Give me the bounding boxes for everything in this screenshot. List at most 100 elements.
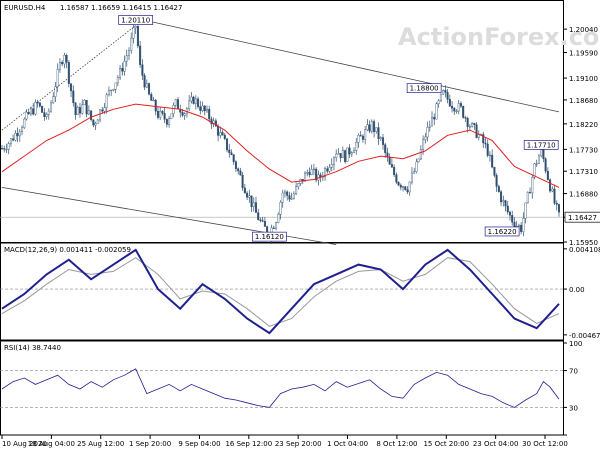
macd-y-tick-label: -0.004678 [569,332,600,340]
x-tick-label: 10 Aug 2020 [2,440,47,448]
candle-body [127,50,130,56]
candle-body [555,203,558,205]
candle-body [145,83,148,88]
candle-body [524,202,527,219]
candle-body [526,192,529,204]
price-annotation-label: 1.16120 [255,233,284,241]
x-tick-label: 9 Sep 04:00 [178,440,220,448]
candle-body [21,127,24,133]
candle-body [361,135,364,140]
candle-body [134,25,137,29]
candle-body [464,117,467,119]
candle-body [96,119,99,124]
x-tick-label: 1 Oct 04:00 [327,440,368,448]
candle-body [341,150,344,158]
candle-body [101,109,104,112]
candle-body [7,143,10,150]
candle-body [205,109,208,112]
macd-series-signal [1,257,560,327]
candle-body [183,113,186,116]
candle-body [346,147,349,162]
candle-body [419,149,422,160]
price-annotation-box [484,226,520,237]
rsi-title: RSI(14) 38.7440 [4,344,61,352]
candle-body [375,127,378,132]
candle-body [3,148,6,150]
candle-body [5,149,8,151]
candle-body [65,55,68,63]
candle-body [70,83,73,92]
candle-body [393,166,396,175]
candle-body [165,119,168,125]
candle-body [283,191,286,194]
candle-body [506,205,509,213]
price-annotation-box [406,83,442,94]
candle-body [54,86,57,97]
candle-body [275,222,278,229]
candle-body [50,102,53,112]
candle-body [29,108,32,115]
candle-body [408,181,411,193]
candle-body [502,200,505,203]
candle-body [136,25,139,47]
candle-body [377,127,380,139]
candle-body [522,218,525,232]
candle-body [154,99,157,112]
candle-body [364,129,367,140]
last-price-label: 1.16427 [568,214,597,222]
candle-body [14,133,17,141]
candle-body [324,168,327,178]
candle-body [199,106,202,111]
price-y-tick-label: 1.18220 [569,121,598,129]
candle-body [328,167,331,172]
trendline-upper-channel [135,17,560,113]
price-annotation-label: 1.18800 [410,85,439,93]
candle-body [558,204,561,213]
candle-body [208,109,211,120]
chart-symbol: EURUSD.H4 [4,4,46,12]
x-tick-label: 30 Oct 12:00 [522,440,568,448]
candle-body [239,170,242,176]
candle-body [103,107,106,112]
candle-body [404,186,407,190]
candle-body [130,37,133,51]
candle-body [439,93,442,102]
candle-body [254,202,257,213]
macd-y-tick-label: 0.00 [569,286,585,294]
candle-body [168,118,171,125]
candle-body [357,135,360,143]
candle-body [45,114,48,117]
x-tick-label: 23 Oct 04:00 [473,440,519,448]
candle-body [410,172,413,183]
candle-body [121,68,124,72]
candle-body [36,102,39,104]
candle-body [433,117,436,120]
candle-body [203,105,206,112]
candle-body [246,192,249,198]
candle-body [170,113,173,119]
price-annotation-label: 1.16220 [488,228,517,236]
candle-body [232,154,235,162]
candle-body [18,131,21,137]
candle-body [379,137,382,139]
candle-body [482,134,485,144]
candle-body [25,111,28,120]
candle-body [312,168,315,171]
candle-body [201,105,204,111]
x-tick-label: 23 Sep 20:00 [275,440,322,448]
candle-body [295,186,298,195]
candle-body [41,106,44,113]
candle-body [143,75,146,88]
candle-body [535,163,538,165]
candle-body [446,92,449,100]
candle-body [243,187,246,194]
price-y-tick-label: 1.18680 [569,97,598,105]
candle-body [61,62,64,65]
candle-body [511,215,514,223]
rsi-y-tick-label: 100 [569,340,582,348]
candle-body [473,123,476,125]
x-tick-label: 1 Sep 20:00 [129,440,171,448]
price-y-tick-label: 1.17310 [569,168,598,176]
candle-body [484,142,487,145]
